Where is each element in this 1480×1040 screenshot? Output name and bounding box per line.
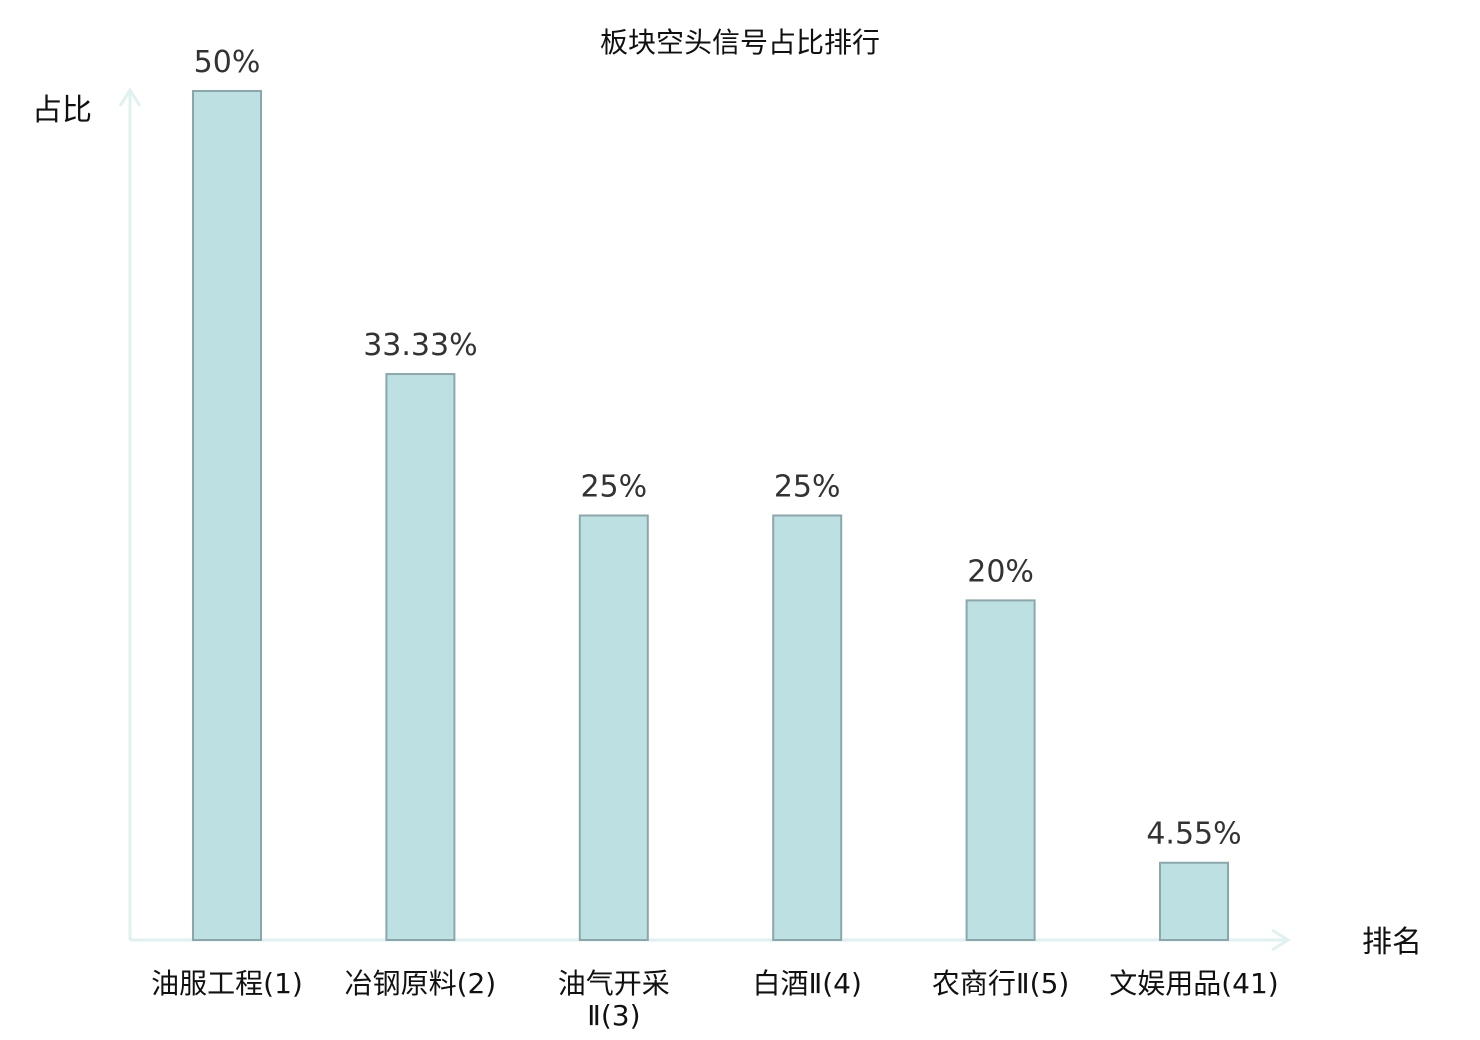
bar bbox=[772, 514, 843, 941]
bar-value-label: 4.55% bbox=[1146, 817, 1241, 852]
bar bbox=[578, 514, 649, 941]
bar-value-label: 33.33% bbox=[363, 328, 477, 363]
chart-title: 板块空头信号占比排行 bbox=[600, 26, 880, 59]
bar-value-label: 20% bbox=[967, 554, 1034, 589]
bar-series bbox=[192, 90, 1229, 942]
axes bbox=[118, 87, 1291, 952]
x-tick-label: 油气开采 Ⅱ(3) bbox=[558, 967, 670, 1032]
x-tick-label: 文娱用品(41) bbox=[1109, 967, 1278, 1000]
x-axis-arrow-icon bbox=[1271, 928, 1291, 952]
bar-value-label: 25% bbox=[580, 470, 647, 505]
bar-value-label: 50% bbox=[194, 45, 261, 80]
bar bbox=[192, 90, 262, 941]
x-tick-label: 农商行Ⅱ(5) bbox=[932, 967, 1069, 1000]
value-labels: 50% 33.33% 25% 25% 20% 4.55% bbox=[194, 45, 1242, 852]
x-tick-labels: 油服工程(1) 冶钢原料(2) 油气开采 Ⅱ(3) 白酒Ⅱ(4) 农商行Ⅱ(5) 文娱用品(… bbox=[151, 967, 1279, 1032]
bar bbox=[385, 373, 456, 942]
bar bbox=[965, 599, 1036, 942]
x-axis-label: 排名 bbox=[1362, 925, 1422, 960]
x-tick-label: 油服工程(1) bbox=[151, 967, 303, 1000]
y-axis-arrow-icon bbox=[118, 87, 142, 107]
bar-value-label: 25% bbox=[774, 470, 841, 505]
y-axis-label: 占比 bbox=[32, 93, 92, 128]
x-tick-label: 冶钢原料(2) bbox=[345, 967, 497, 1000]
bar bbox=[1159, 861, 1229, 942]
x-tick-label: 白酒Ⅱ(4) bbox=[752, 967, 861, 1000]
